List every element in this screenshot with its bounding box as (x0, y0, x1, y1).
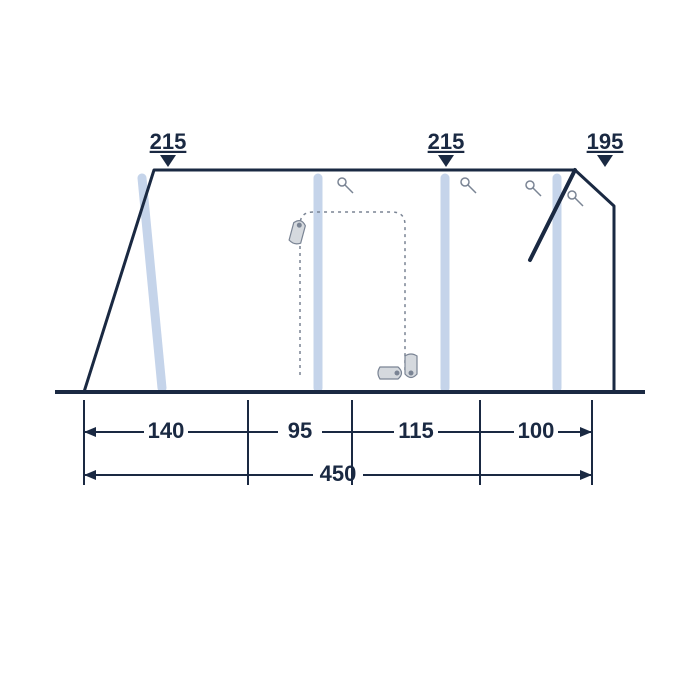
height-marker-icon (438, 155, 454, 167)
dim-arrow-icon (580, 470, 592, 480)
dim-arrow-icon (84, 427, 96, 437)
dim-arrow-icon (580, 427, 592, 437)
height-label: 215 (428, 129, 465, 154)
dim-segment-label: 100 (518, 418, 555, 443)
dim-segment-label: 95 (288, 418, 312, 443)
height-label: 195 (587, 129, 624, 154)
tent-diagram: 215 215 195 140 95 115 100 450 (0, 0, 700, 700)
dim-arrow-icon (84, 470, 96, 480)
dim-segment-label: 140 (148, 418, 185, 443)
dim-segment-label: 115 (398, 418, 434, 443)
height-marker-icon (160, 155, 176, 167)
height-marker-icon (597, 155, 613, 167)
tie-point-icon (461, 178, 476, 193)
zipper-icon (289, 219, 307, 245)
tie-point-icon (568, 191, 583, 206)
dim-total-label: 450 (320, 461, 357, 486)
zipper-icon (405, 354, 417, 378)
tent-pole (142, 178, 162, 388)
tie-point-icon (338, 178, 353, 193)
height-label: 215 (150, 129, 187, 154)
zipper-icon (378, 367, 402, 379)
tie-point-icon (526, 181, 541, 196)
